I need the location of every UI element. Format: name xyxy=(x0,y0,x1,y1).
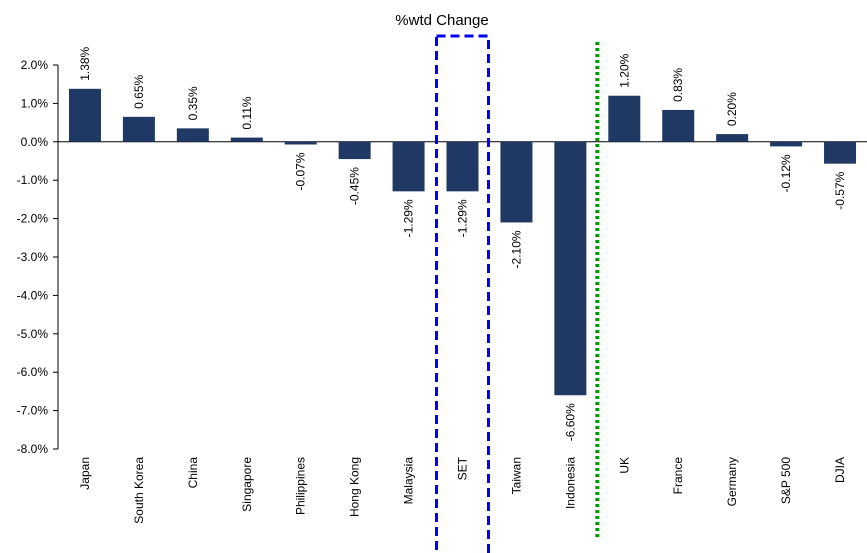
bar xyxy=(122,116,155,142)
category-label: South Korea xyxy=(132,457,146,524)
bar xyxy=(608,95,641,142)
y-tick-label: -1.0% xyxy=(17,173,49,187)
y-tick-label: 0.0% xyxy=(21,135,49,149)
data-label: -1.29% xyxy=(456,199,470,237)
y-tick-label: -7.0% xyxy=(17,404,49,418)
bar xyxy=(446,141,479,192)
y-tick-label: 1.0% xyxy=(21,96,49,110)
bar xyxy=(392,141,425,192)
data-label: 0.35% xyxy=(186,86,200,120)
data-label: 1.38% xyxy=(78,46,92,80)
category-label: Singapore xyxy=(240,457,254,512)
data-label: 0.83% xyxy=(671,68,685,102)
category-label: SET xyxy=(456,456,470,480)
y-tick-label: -6.0% xyxy=(17,365,49,379)
bar xyxy=(338,141,371,160)
y-tick-label: 2.0% xyxy=(21,58,49,72)
category-label: Japan xyxy=(78,457,92,490)
category-label: Hong Kong xyxy=(348,457,362,517)
data-label: 1.20% xyxy=(617,53,631,87)
data-label: 0.20% xyxy=(725,92,739,126)
bar xyxy=(500,141,533,223)
data-label: -0.45% xyxy=(348,167,362,205)
category-label: S&P 500 xyxy=(779,457,793,504)
y-tick-label: -4.0% xyxy=(17,288,49,302)
data-label: 0.65% xyxy=(132,74,146,108)
category-label: China xyxy=(186,457,200,489)
category-label: Malaysia xyxy=(402,457,416,505)
chart-category-labels: Japan South Korea China Singapore Philippine… xyxy=(78,456,847,523)
data-label: -6.60% xyxy=(563,403,577,441)
category-label: DJIA xyxy=(833,457,847,483)
chart-data-labels: 1.38% 0.65% 0.35% 0.11% -0.07% -0.45% -1.29% -1… xyxy=(78,46,847,441)
y-tick-label: -3.0% xyxy=(17,250,49,264)
data-label: 0.11% xyxy=(240,96,254,129)
bar xyxy=(824,141,857,164)
category-label: UK xyxy=(617,457,631,474)
category-label: Indonesia xyxy=(563,457,577,509)
data-label: -0.12% xyxy=(779,154,793,192)
category-label: Taiwan xyxy=(509,457,523,494)
y-tick-label: -8.0% xyxy=(17,442,49,456)
category-label: Germany xyxy=(725,457,739,506)
category-label: France xyxy=(671,457,685,495)
bar xyxy=(554,141,587,396)
bar xyxy=(68,88,101,142)
bar xyxy=(284,141,317,145)
y-tick-label: -5.0% xyxy=(17,327,49,341)
category-label: Philippines xyxy=(294,457,308,515)
data-label: -0.57% xyxy=(833,171,847,209)
data-label: -2.10% xyxy=(509,230,523,268)
bar xyxy=(770,141,803,147)
chart-title: %wtd Change xyxy=(395,12,488,29)
bar xyxy=(662,109,695,142)
bar xyxy=(176,128,209,142)
chart-annotations xyxy=(435,34,600,553)
data-label: -0.07% xyxy=(294,152,308,190)
bar xyxy=(716,134,749,142)
highlight-box xyxy=(435,34,490,553)
chart-bars xyxy=(68,88,857,396)
chart-axes: 2.0% 1.0% 0.0% -1.0% -2.0% -3.0% -4.0% -5.0% -6.… xyxy=(17,58,867,456)
data-label: -1.29% xyxy=(402,199,416,237)
y-tick-label: -2.0% xyxy=(17,212,49,226)
bar xyxy=(230,137,263,142)
